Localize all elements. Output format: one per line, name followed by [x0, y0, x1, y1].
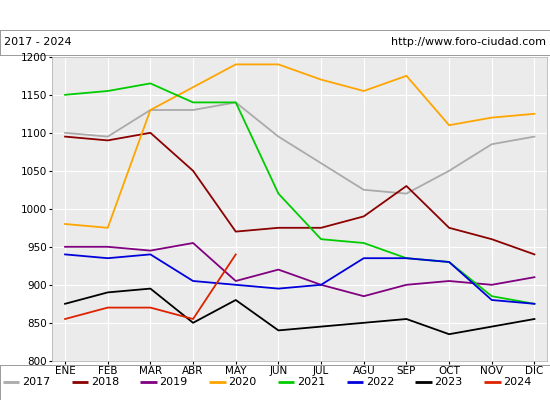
Text: 2023: 2023 — [434, 378, 463, 387]
Text: 2018: 2018 — [91, 378, 119, 387]
Text: Evolucion del paro registrado en Bollullos de la Mitación: Evolucion del paro registrado en Bollull… — [70, 7, 480, 23]
Text: 2019: 2019 — [160, 378, 188, 387]
Text: 2017: 2017 — [22, 378, 50, 387]
Text: 2017 - 2024: 2017 - 2024 — [4, 37, 72, 47]
Text: 2021: 2021 — [297, 378, 325, 387]
Text: http://www.foro-ciudad.com: http://www.foro-ciudad.com — [390, 37, 546, 47]
Text: 2024: 2024 — [503, 378, 532, 387]
Text: 2022: 2022 — [366, 378, 394, 387]
Text: 2020: 2020 — [228, 378, 256, 387]
